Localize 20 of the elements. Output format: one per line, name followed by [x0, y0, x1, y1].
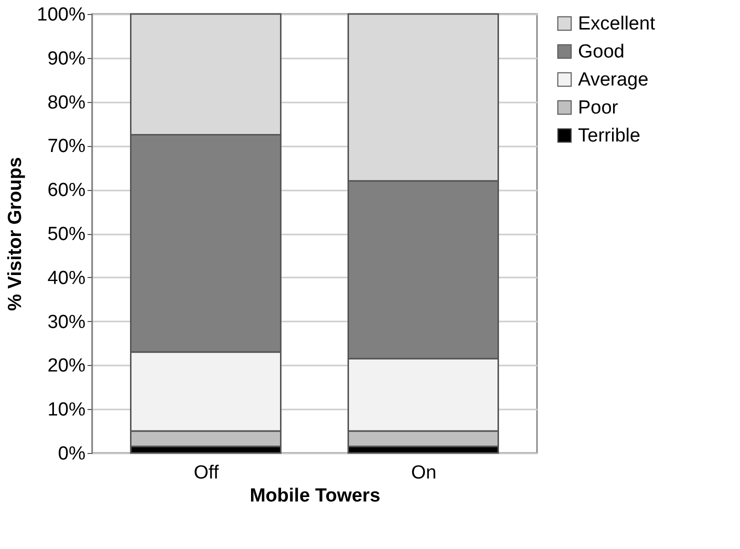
y-tick-label: 0%: [58, 444, 86, 464]
y-tick-label: 70%: [47, 136, 86, 158]
legend-label: Excellent: [578, 14, 656, 34]
x-tick-label: Off: [194, 462, 220, 484]
legend-label: Average: [578, 70, 648, 90]
y-tick-label: 50%: [47, 224, 86, 245]
y-tick-label: 80%: [47, 92, 86, 114]
x-tick-label: On: [411, 462, 436, 484]
y-tick-label: 20%: [47, 356, 86, 377]
y-tick-label: 60%: [47, 180, 86, 202]
y-tick-label: 30%: [47, 312, 86, 333]
x-axis-title: Mobile Towers: [250, 486, 380, 506]
y-axis-title: % Visitor Groups: [4, 157, 26, 311]
y-tick-label: 90%: [47, 48, 86, 70]
y-tick-label: 10%: [47, 400, 86, 421]
y-tick-label: 100%: [36, 4, 86, 26]
y-tick-label: 40%: [47, 268, 86, 289]
legend-label: Good: [578, 42, 624, 62]
legend-label: Terrible: [578, 126, 640, 146]
legend-label: Poor: [578, 98, 619, 118]
